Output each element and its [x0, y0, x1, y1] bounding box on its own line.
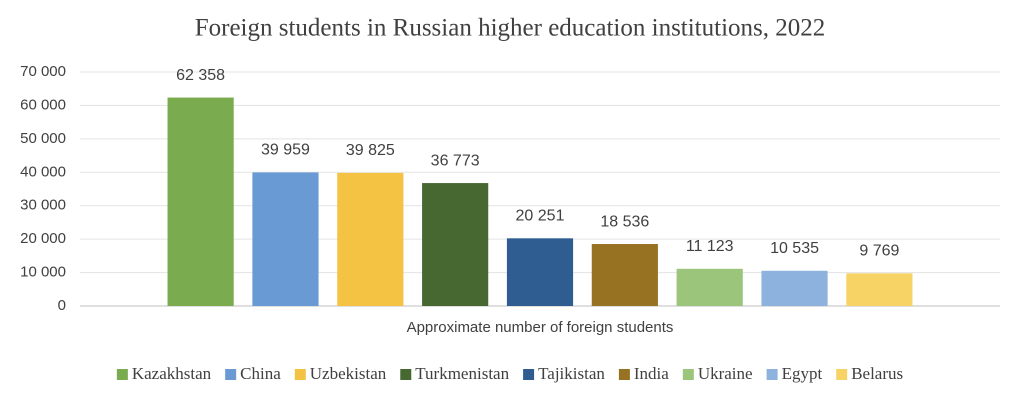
value-label: 39 825: [346, 142, 395, 159]
bar: [591, 244, 658, 306]
legend-swatch: [400, 369, 412, 380]
y-tick-label: 50 000: [20, 130, 66, 147]
y-tick-label: 40 000: [20, 163, 66, 180]
value-label: 11 123: [686, 238, 734, 255]
legend-swatch: [836, 369, 848, 380]
bar: [676, 268, 743, 306]
legend-swatch: [116, 369, 128, 380]
bar: [167, 97, 234, 306]
legend-label: Tajikistan: [538, 364, 605, 383]
y-tick-label: 70 000: [20, 63, 66, 80]
bar: [422, 183, 489, 306]
bar: [506, 238, 574, 306]
value-label: 36 773: [431, 152, 480, 169]
legend-label: Egypt: [782, 364, 823, 383]
y-tick-label: 10 000: [20, 264, 66, 281]
value-label: 9 769: [859, 243, 899, 260]
value-label: 62 358: [176, 67, 225, 84]
bar: [846, 273, 913, 306]
legend-label: Turkmenistan: [415, 364, 509, 383]
bar: [337, 172, 404, 306]
legend-label: Uzbekistan: [310, 364, 387, 383]
y-tick-label: 60 000: [20, 96, 66, 113]
legend-swatch: [294, 369, 306, 380]
legend-label: India: [634, 364, 669, 383]
y-tick-label: 30 000: [20, 197, 66, 214]
legend-swatch: [766, 369, 778, 380]
legend-swatch: [618, 369, 630, 380]
value-label: 39 959: [261, 142, 310, 159]
legend-swatch: [523, 369, 535, 380]
legend-label: Belarus: [851, 364, 903, 383]
legend-label: Kazakhstan: [132, 364, 212, 383]
value-label: 10 535: [770, 240, 819, 257]
legend-label: China: [240, 364, 281, 383]
legend-label: Ukraine: [698, 364, 753, 383]
y-tick-label: 0: [58, 297, 66, 314]
legend-swatch: [682, 369, 694, 380]
x-tick-label: Approximate number of foreign students: [407, 319, 674, 336]
chart-title: Foreign students in Russian higher educa…: [195, 15, 826, 42]
value-label: 18 536: [600, 213, 649, 230]
legend-swatch: [225, 369, 237, 380]
y-tick-label: 20 000: [20, 230, 66, 247]
value-label: 20 251: [516, 208, 565, 225]
bar: [761, 270, 828, 306]
bar: [252, 172, 319, 306]
